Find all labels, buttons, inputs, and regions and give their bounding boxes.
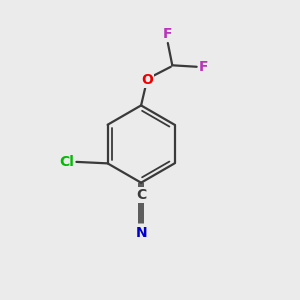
Text: C: C bbox=[136, 188, 146, 202]
Text: N: N bbox=[135, 226, 147, 240]
Text: F: F bbox=[199, 60, 208, 74]
Text: O: O bbox=[141, 73, 153, 87]
Text: F: F bbox=[163, 27, 172, 40]
Text: Cl: Cl bbox=[59, 155, 74, 169]
